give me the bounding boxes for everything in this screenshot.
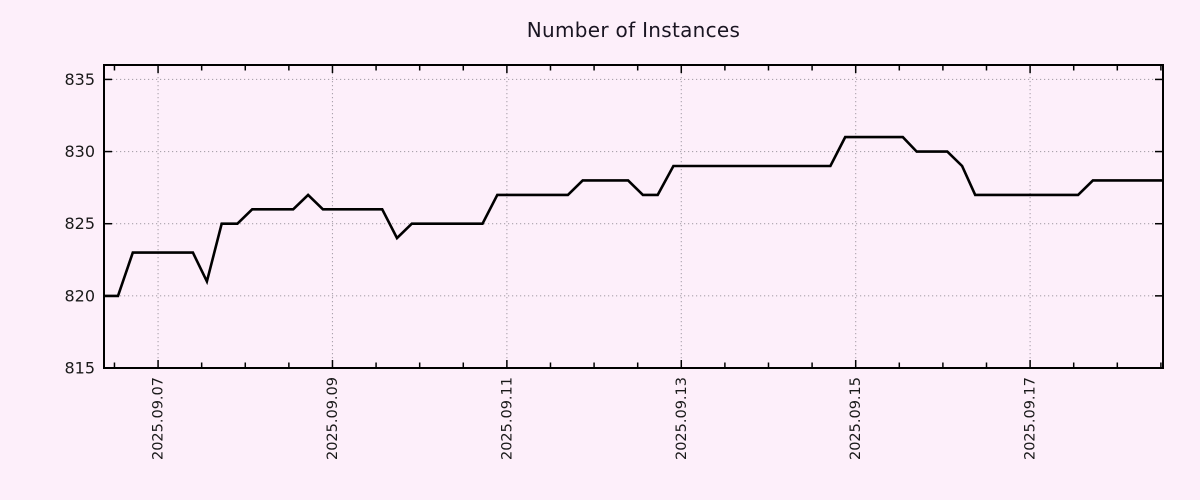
- plot-border: [103, 64, 1164, 369]
- y-tick-label: 815: [64, 359, 95, 378]
- gridlines: [104, 65, 1163, 368]
- x-tick-label: 2025.09.09: [325, 377, 341, 460]
- x-tick-label: 2025.09.11: [499, 377, 515, 460]
- x-tick-label: 2025.09.15: [848, 377, 864, 460]
- series-line-instances: [104, 135, 1163, 298]
- y-tick-label: 825: [64, 214, 95, 233]
- x-tick-labels: 2025.09.07 2025.09.09 2025.09.11 2025.09.13…: [151, 377, 1039, 460]
- x-tick-label: 2025.09.17: [1023, 377, 1039, 460]
- x-tick-label: 2025.09.07: [151, 377, 167, 460]
- x-tick-label: 2025.09.13: [674, 377, 690, 460]
- axis-ticks: [104, 65, 1163, 369]
- y-tick-label: 830: [64, 142, 95, 161]
- y-tick-label: 820: [64, 286, 95, 305]
- chart-title: Number of Instances: [526, 18, 741, 42]
- y-tick-labels: 815 820 825 830 835: [64, 70, 95, 378]
- y-tick-label: 835: [64, 70, 95, 89]
